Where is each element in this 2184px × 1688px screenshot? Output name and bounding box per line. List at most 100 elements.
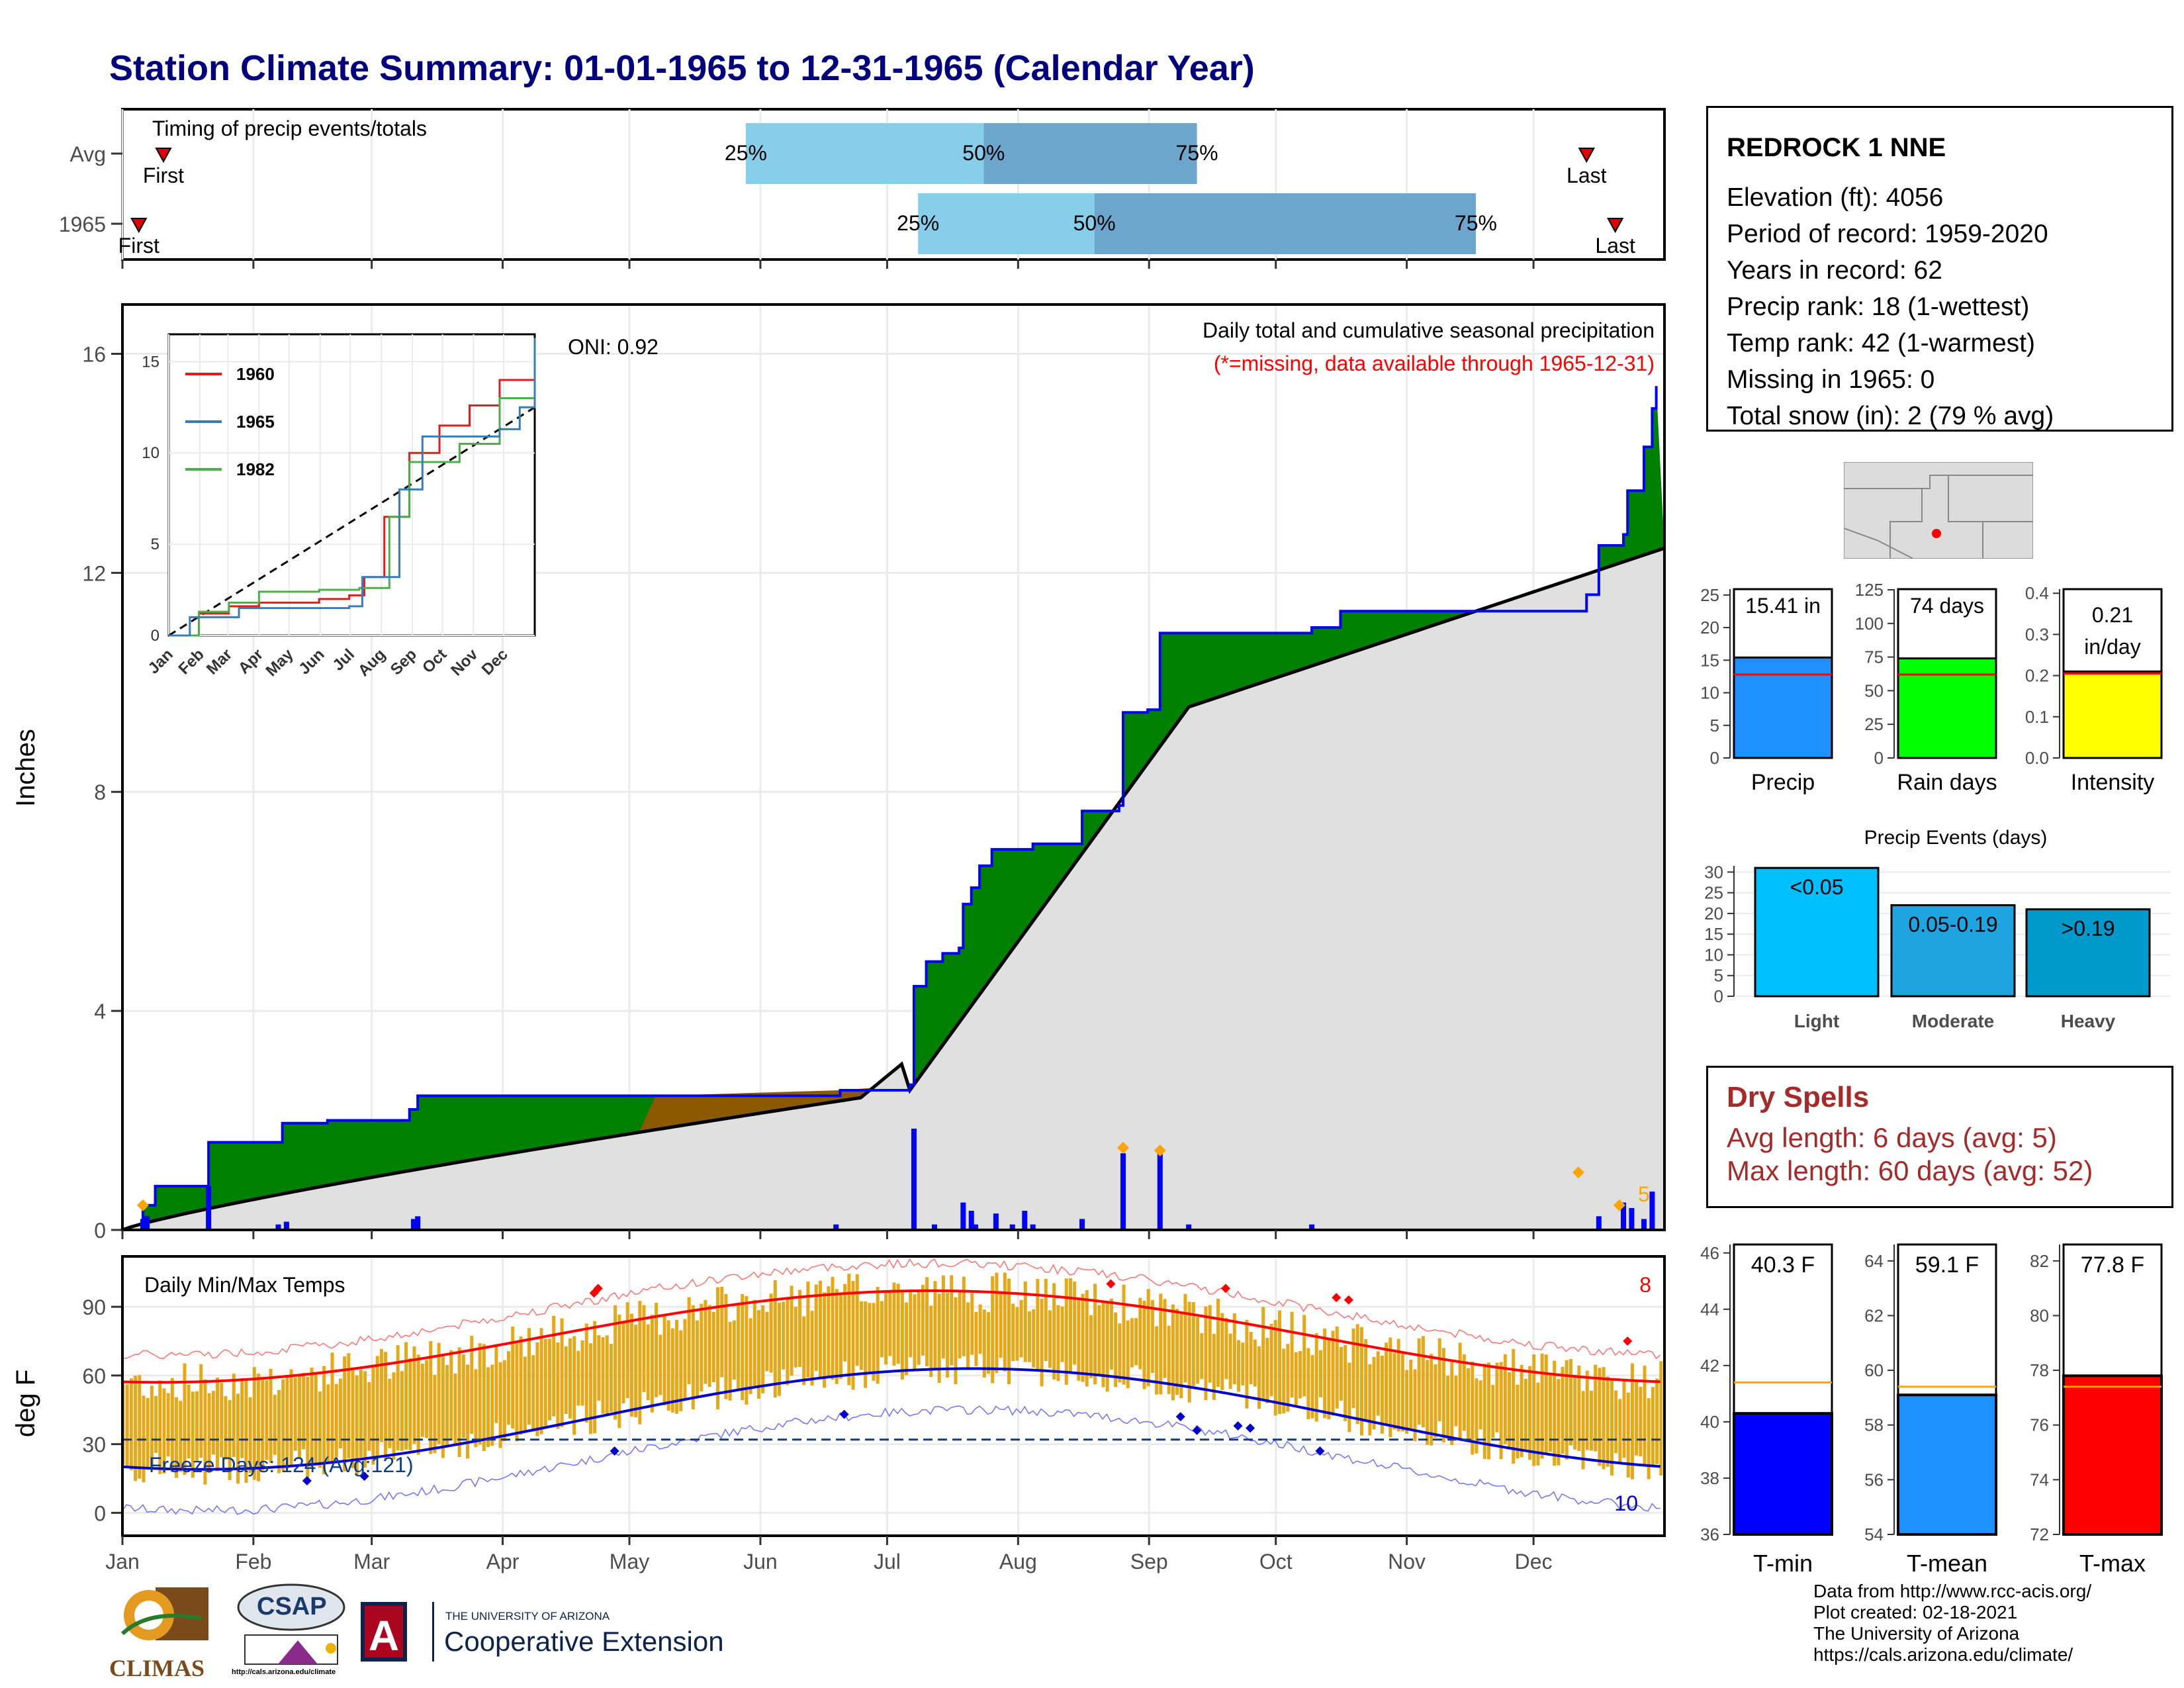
daily-temp-bar xyxy=(1594,1364,1598,1452)
daily-temp-bar xyxy=(248,1397,252,1474)
daily-temp-bar xyxy=(1454,1376,1458,1427)
daily-temp-bar xyxy=(494,1344,498,1423)
daily-temp-bar xyxy=(420,1363,424,1437)
daily-temp-bar xyxy=(1532,1354,1536,1466)
daily-temp-bar xyxy=(1298,1350,1302,1399)
daily-temp-bar xyxy=(978,1304,982,1354)
daily-temp-bar xyxy=(621,1322,625,1404)
daily-temp-bar xyxy=(1430,1354,1433,1446)
daily-temp-bar xyxy=(322,1366,326,1475)
climas-logo: CLIMAS xyxy=(109,1582,215,1681)
daily-temp-bar xyxy=(1450,1359,1454,1446)
daily-temp-bar xyxy=(1101,1301,1105,1387)
daily-temp-bar xyxy=(363,1371,367,1468)
daily-temp-bar xyxy=(129,1378,133,1470)
daily-temp-bar xyxy=(1224,1317,1228,1380)
daily-temp-bar xyxy=(1109,1298,1113,1370)
daily-temp-bar xyxy=(203,1379,207,1485)
daily-precip-bar xyxy=(1309,1224,1315,1230)
daily-temp-bar xyxy=(478,1343,482,1445)
daily-temp-bar xyxy=(359,1370,363,1458)
daily-temp-bar xyxy=(1023,1281,1027,1362)
daily-temp-bar xyxy=(1339,1346,1343,1401)
record-low-count: 10 xyxy=(1614,1491,1638,1515)
daily-precip-bar xyxy=(931,1224,937,1230)
daily-temp-bar xyxy=(543,1338,547,1427)
record-high-marker xyxy=(593,1284,603,1293)
daily-precip-bar xyxy=(1030,1224,1036,1230)
footer-line: Data from http://www.rcc-acis.org/ xyxy=(1813,1581,2092,1601)
quartile-label: 25% xyxy=(725,141,767,165)
footer-credits: Data from http://www.rcc-acis.org/ Plot … xyxy=(1813,1581,2091,1665)
daily-temp-bar xyxy=(1064,1278,1068,1385)
daily-temp-bar xyxy=(831,1276,835,1380)
daily-temp-bar xyxy=(445,1365,449,1446)
daily-temp-bar xyxy=(1044,1279,1048,1362)
daily-temp-bar xyxy=(802,1316,806,1385)
month-label: Jan xyxy=(105,1550,140,1573)
last-label: Last xyxy=(1595,234,1635,258)
daily-temp-bar xyxy=(1019,1299,1023,1358)
daily-precip-bar xyxy=(410,1219,416,1230)
daily-temp-bar xyxy=(794,1307,797,1368)
daily-temp-bar xyxy=(769,1293,773,1373)
daily-temp-bar xyxy=(1241,1342,1245,1385)
daily-temp-bar xyxy=(629,1313,633,1417)
daily-temp-bar xyxy=(1462,1354,1466,1431)
month-label: Mar xyxy=(353,1550,390,1573)
daily-temp-bar xyxy=(1347,1362,1351,1432)
daily-temp-bar xyxy=(1606,1376,1610,1467)
ua-a-icon: A xyxy=(361,1602,407,1662)
temp-frame xyxy=(121,1255,1666,1537)
daily-temp-bar xyxy=(396,1345,400,1451)
daily-temp-bar xyxy=(224,1396,228,1460)
daily-temp-bar xyxy=(1482,1364,1486,1459)
daily-temp-bar xyxy=(1097,1305,1101,1374)
daily-temp-bar xyxy=(1060,1306,1064,1362)
daily-temp-bar xyxy=(1512,1349,1516,1464)
month-label: Feb xyxy=(235,1550,271,1573)
record-low-marker xyxy=(1246,1423,1255,1433)
daily-temp-bar xyxy=(634,1325,638,1417)
daily-temp-bar xyxy=(691,1305,695,1410)
daily-temp-bar xyxy=(790,1286,794,1376)
daily-temp-bar xyxy=(334,1383,338,1457)
daily-temp-bar xyxy=(187,1384,191,1459)
daily-temp-bar xyxy=(757,1310,761,1399)
daily-temp-bar xyxy=(158,1380,162,1474)
daily-temp-bar xyxy=(207,1393,211,1473)
daily-temp-bar xyxy=(261,1379,265,1471)
daily-temp-bar xyxy=(220,1382,224,1458)
daily-temp-bar xyxy=(958,1291,962,1359)
daily-temp-bar xyxy=(1639,1386,1643,1457)
extreme-event-marker xyxy=(136,1199,149,1211)
daily-temp-bar xyxy=(1577,1365,1581,1452)
daily-temp-bar xyxy=(437,1342,441,1444)
daily-temp-bar xyxy=(302,1372,306,1450)
daily-temp-bar xyxy=(1282,1348,1286,1414)
daily-temp-bar xyxy=(535,1342,539,1436)
station-detail-line: Period of record: 1959-2020 xyxy=(1727,220,2048,248)
daily-temp-bar xyxy=(195,1391,199,1461)
station-detail-line: Missing in 1965: 0 xyxy=(1727,365,1935,394)
daily-temp-bar xyxy=(166,1393,170,1457)
daily-temp-bar xyxy=(1327,1339,1331,1420)
month-label: Jun xyxy=(743,1550,778,1573)
daily-temp-bar xyxy=(416,1354,420,1455)
daily-temp-bar xyxy=(240,1378,244,1458)
daily-temp-bar xyxy=(1630,1363,1634,1479)
footer-line: Plot created: 02-18-2021 xyxy=(1813,1602,2018,1622)
record-high-count: 8 xyxy=(1639,1273,1651,1297)
daily-temp-bar xyxy=(379,1348,383,1442)
daily-temp-bar xyxy=(839,1294,842,1379)
daily-temp-bar xyxy=(946,1292,950,1378)
daily-temp-bar xyxy=(453,1374,457,1446)
y-tick-label: 12 xyxy=(82,561,106,585)
daily-temp-bar xyxy=(962,1276,966,1356)
daily-temp-bar xyxy=(1068,1278,1072,1374)
daily-temp-bar xyxy=(1561,1366,1565,1454)
daily-temp-bar xyxy=(609,1344,613,1413)
daily-temp-bar xyxy=(461,1354,465,1438)
daily-temp-bar xyxy=(125,1384,129,1467)
